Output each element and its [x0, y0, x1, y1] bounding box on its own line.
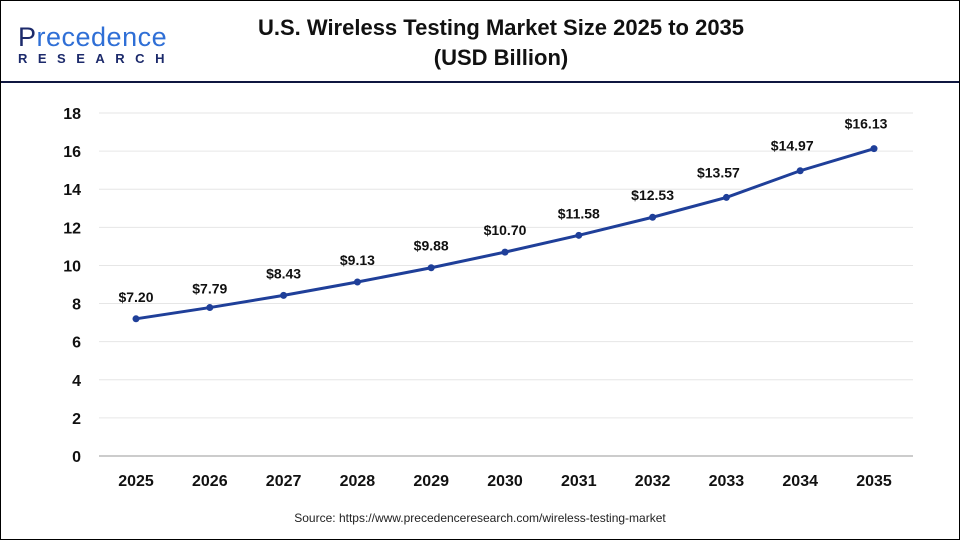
data-point	[575, 231, 583, 239]
chart-title: U.S. Wireless Testing Market Size 2025 t…	[201, 13, 801, 73]
y-tick-label: 16	[63, 144, 81, 161]
logo-subtext: RESEARCH	[18, 51, 175, 66]
logo-text: Precedence	[18, 22, 168, 52]
data-point	[280, 291, 288, 299]
data-point	[206, 304, 214, 312]
y-tick-label: 14	[63, 182, 81, 199]
precedence-research-logo: Precedence RESEARCH	[18, 23, 175, 66]
title-line-1: U.S. Wireless Testing Market Size 2025 t…	[257, 15, 745, 40]
data-point	[132, 315, 140, 323]
x-tick-label: 2033	[709, 473, 745, 490]
x-tick-label: 2030	[487, 473, 523, 490]
data-point	[353, 278, 361, 286]
title-line-2: (USD Billion)	[433, 45, 569, 70]
data-label: $13.57	[697, 164, 740, 180]
header: Precedence RESEARCH U.S. Wireless Testin…	[1, 1, 959, 83]
data-label: $12.53	[631, 187, 674, 203]
data-point	[427, 264, 435, 272]
data-point	[796, 167, 804, 175]
data-label: $8.43	[266, 265, 301, 281]
x-tick-label: 2032	[635, 473, 671, 490]
y-tick-label: 0	[72, 449, 81, 466]
y-tick-label: 6	[72, 335, 81, 352]
y-tick-label: 2	[72, 411, 81, 428]
y-tick-label: 12	[63, 220, 81, 237]
x-tick-label: 2031	[561, 473, 597, 490]
data-point	[649, 213, 657, 221]
y-tick-label: 10	[63, 258, 81, 275]
data-label: $14.97	[771, 138, 814, 154]
x-tick-label: 2029	[413, 473, 449, 490]
data-label: $9.13	[340, 252, 375, 268]
data-point	[870, 145, 878, 153]
x-tick-label: 2028	[340, 473, 376, 490]
source-note: Source: https://www.precedenceresearch.c…	[294, 511, 666, 525]
x-tick-label: 2034	[782, 473, 818, 490]
data-label: $9.88	[414, 238, 449, 254]
data-point	[501, 248, 509, 256]
data-label: $7.20	[118, 289, 153, 305]
x-tick-label: 2027	[266, 473, 302, 490]
data-label: $11.58	[558, 205, 600, 221]
y-tick-label: 8	[72, 297, 81, 314]
x-tick-label: 2025	[118, 473, 154, 490]
data-label: $7.79	[192, 281, 227, 297]
data-point	[722, 193, 730, 201]
y-tick-label: 4	[72, 373, 81, 390]
x-tick-label: 2026	[192, 473, 228, 490]
data-label: $10.70	[484, 222, 527, 238]
data-label: $16.13	[845, 116, 888, 132]
y-tick-label: 18	[63, 106, 81, 123]
x-tick-label: 2035	[856, 473, 892, 490]
